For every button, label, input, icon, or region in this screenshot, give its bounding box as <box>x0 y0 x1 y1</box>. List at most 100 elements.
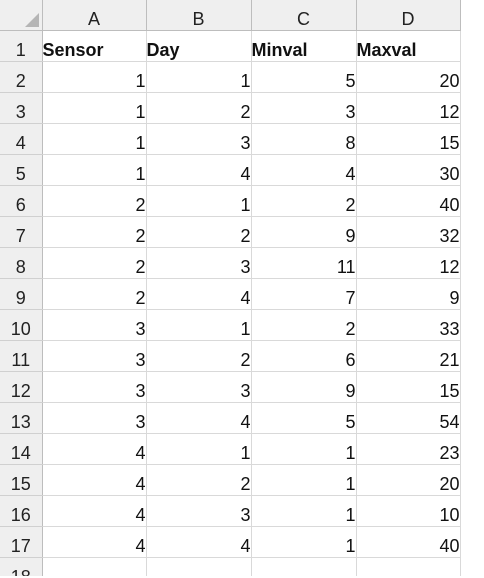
row-header[interactable]: 11 <box>0 340 43 372</box>
cell-a-18[interactable] <box>42 557 147 576</box>
table-row: 5 1 4 4 30 <box>0 154 461 186</box>
cell-b-11[interactable]: 2 <box>146 340 252 372</box>
cell-a-11[interactable]: 3 <box>42 340 147 372</box>
cell-c-6[interactable]: 2 <box>251 185 357 217</box>
cell-b-4[interactable]: 3 <box>146 123 252 155</box>
cell-a-1[interactable]: Sensor <box>42 30 147 62</box>
cell-b-18[interactable] <box>146 557 252 576</box>
cell-d-3[interactable]: 12 <box>356 92 461 124</box>
cell-d-18[interactable] <box>356 557 461 576</box>
cell-c-5[interactable]: 4 <box>251 154 357 186</box>
cell-c-18[interactable] <box>251 557 357 576</box>
cell-a-6[interactable]: 2 <box>42 185 147 217</box>
cell-a-8[interactable]: 2 <box>42 247 147 279</box>
row-header[interactable]: 3 <box>0 92 43 124</box>
cell-b-16[interactable]: 3 <box>146 495 252 527</box>
cell-b-13[interactable]: 4 <box>146 402 252 434</box>
cell-c-12[interactable]: 9 <box>251 371 357 403</box>
table-row: 17 4 4 1 40 <box>0 526 461 558</box>
cell-a-3[interactable]: 1 <box>42 92 147 124</box>
cell-a-16[interactable]: 4 <box>42 495 147 527</box>
cell-b-3[interactable]: 2 <box>146 92 252 124</box>
cell-c-16[interactable]: 1 <box>251 495 357 527</box>
table-row: 4 1 3 8 15 <box>0 123 461 155</box>
cell-c-8[interactable]: 11 <box>251 247 357 279</box>
cell-c-7[interactable]: 9 <box>251 216 357 248</box>
cell-a-17[interactable]: 4 <box>42 526 147 558</box>
cell-d-16[interactable]: 10 <box>356 495 461 527</box>
cell-b-12[interactable]: 3 <box>146 371 252 403</box>
cell-b-9[interactable]: 4 <box>146 278 252 310</box>
cell-d-5[interactable]: 30 <box>356 154 461 186</box>
cell-a-2[interactable]: 1 <box>42 61 147 93</box>
row-header[interactable]: 7 <box>0 216 43 248</box>
cell-d-1[interactable]: Maxval <box>356 30 461 62</box>
cell-b-1[interactable]: Day <box>146 30 252 62</box>
cell-a-15[interactable]: 4 <box>42 464 147 496</box>
cell-c-17[interactable]: 1 <box>251 526 357 558</box>
cell-c-13[interactable]: 5 <box>251 402 357 434</box>
cell-b-14[interactable]: 1 <box>146 433 252 465</box>
cell-b-17[interactable]: 4 <box>146 526 252 558</box>
column-header-b[interactable]: B <box>146 0 252 31</box>
cell-d-10[interactable]: 33 <box>356 309 461 341</box>
row-header[interactable]: 15 <box>0 464 43 496</box>
row-header[interactable]: 5 <box>0 154 43 186</box>
row-header[interactable]: 8 <box>0 247 43 279</box>
cell-b-5[interactable]: 4 <box>146 154 252 186</box>
cell-b-2[interactable]: 1 <box>146 61 252 93</box>
cell-c-11[interactable]: 6 <box>251 340 357 372</box>
cell-a-4[interactable]: 1 <box>42 123 147 155</box>
cell-d-6[interactable]: 40 <box>356 185 461 217</box>
cell-d-7[interactable]: 32 <box>356 216 461 248</box>
cell-b-6[interactable]: 1 <box>146 185 252 217</box>
cell-d-8[interactable]: 12 <box>356 247 461 279</box>
cell-b-10[interactable]: 1 <box>146 309 252 341</box>
cell-c-10[interactable]: 2 <box>251 309 357 341</box>
cell-c-1[interactable]: Minval <box>251 30 357 62</box>
table-row: 8 2 3 11 12 <box>0 247 461 279</box>
row-header[interactable]: 17 <box>0 526 43 558</box>
cell-a-7[interactable]: 2 <box>42 216 147 248</box>
cell-c-15[interactable]: 1 <box>251 464 357 496</box>
cell-b-8[interactable]: 3 <box>146 247 252 279</box>
column-header-a[interactable]: A <box>42 0 147 31</box>
row-header[interactable]: 14 <box>0 433 43 465</box>
row-header[interactable]: 10 <box>0 309 43 341</box>
cell-a-12[interactable]: 3 <box>42 371 147 403</box>
row-header[interactable]: 18 <box>0 557 43 576</box>
cell-c-4[interactable]: 8 <box>251 123 357 155</box>
cell-d-4[interactable]: 15 <box>356 123 461 155</box>
cell-d-13[interactable]: 54 <box>356 402 461 434</box>
cell-a-5[interactable]: 1 <box>42 154 147 186</box>
cell-d-12[interactable]: 15 <box>356 371 461 403</box>
row-header[interactable]: 12 <box>0 371 43 403</box>
cell-d-17[interactable]: 40 <box>356 526 461 558</box>
cell-c-14[interactable]: 1 <box>251 433 357 465</box>
row-header[interactable]: 9 <box>0 278 43 310</box>
row-header[interactable]: 4 <box>0 123 43 155</box>
row-header[interactable]: 13 <box>0 402 43 434</box>
select-all-corner[interactable] <box>0 0 43 31</box>
table-row: 7 2 2 9 32 <box>0 216 461 248</box>
cell-c-3[interactable]: 3 <box>251 92 357 124</box>
row-header[interactable]: 6 <box>0 185 43 217</box>
cell-b-7[interactable]: 2 <box>146 216 252 248</box>
row-header[interactable]: 16 <box>0 495 43 527</box>
cell-a-10[interactable]: 3 <box>42 309 147 341</box>
cell-a-9[interactable]: 2 <box>42 278 147 310</box>
row-header[interactable]: 2 <box>0 61 43 93</box>
cell-b-15[interactable]: 2 <box>146 464 252 496</box>
column-header-c[interactable]: C <box>251 0 357 31</box>
cell-d-9[interactable]: 9 <box>356 278 461 310</box>
row-header[interactable]: 1 <box>0 30 43 62</box>
cell-d-14[interactable]: 23 <box>356 433 461 465</box>
cell-d-15[interactable]: 20 <box>356 464 461 496</box>
cell-a-14[interactable]: 4 <box>42 433 147 465</box>
cell-c-9[interactable]: 7 <box>251 278 357 310</box>
cell-a-13[interactable]: 3 <box>42 402 147 434</box>
cell-d-2[interactable]: 20 <box>356 61 461 93</box>
column-header-d[interactable]: D <box>356 0 461 31</box>
cell-c-2[interactable]: 5 <box>251 61 357 93</box>
cell-d-11[interactable]: 21 <box>356 340 461 372</box>
